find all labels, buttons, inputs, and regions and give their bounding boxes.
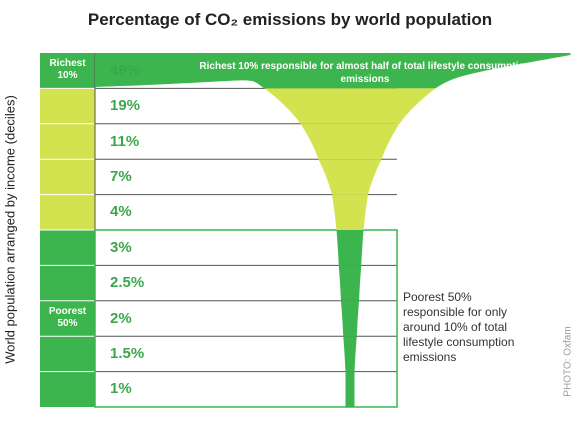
value-label: 2%: [110, 309, 132, 327]
glass-segment: [341, 300, 359, 337]
decile-band: [40, 53, 95, 89]
decile-band: [40, 88, 95, 124]
glass-segment: [95, 53, 571, 89]
value-label: 2.5%: [110, 274, 145, 292]
glass-segment: [264, 88, 436, 124]
group-label: Richest 10%: [49, 57, 86, 81]
group-box: [94, 229, 398, 408]
glass-segment: [318, 159, 382, 195]
value-label: 19%: [110, 97, 141, 115]
glass-segment: [336, 230, 364, 266]
decile-band: [40, 230, 95, 266]
glass-segment: [345, 371, 355, 407]
value-label: 7%: [110, 167, 132, 185]
credit: PHOTO: Oxfam: [562, 326, 574, 397]
decile-band: [40, 123, 95, 160]
decile-band: [40, 300, 95, 337]
value-label: 1%: [110, 380, 132, 398]
glass-segment: [343, 336, 357, 372]
value-label: 1.5%: [110, 344, 145, 362]
y-axis-label: World population arranged by income (dec…: [2, 95, 18, 364]
glass-segment: [338, 265, 362, 301]
value-label: 4%: [110, 203, 132, 221]
glass-segment: [300, 123, 400, 160]
annotation: Richest 10% responsible for almost half …: [199, 61, 531, 85]
decile-band: [40, 159, 95, 195]
decile-band: [40, 265, 95, 301]
group-label: Poorest 50%: [48, 305, 87, 329]
value-label: 49%: [110, 61, 141, 79]
value-label: 11%: [110, 132, 140, 150]
glass-segment: [332, 194, 368, 230]
decile-band: [40, 371, 95, 407]
value-label: 3%: [110, 238, 132, 256]
decile-band: [40, 194, 95, 230]
decile-band: [40, 336, 95, 372]
chart-title: Percentage of CO₂ emissions by world pop…: [87, 10, 493, 29]
annotation: Poorest 50% responsible for only around …: [403, 290, 515, 364]
